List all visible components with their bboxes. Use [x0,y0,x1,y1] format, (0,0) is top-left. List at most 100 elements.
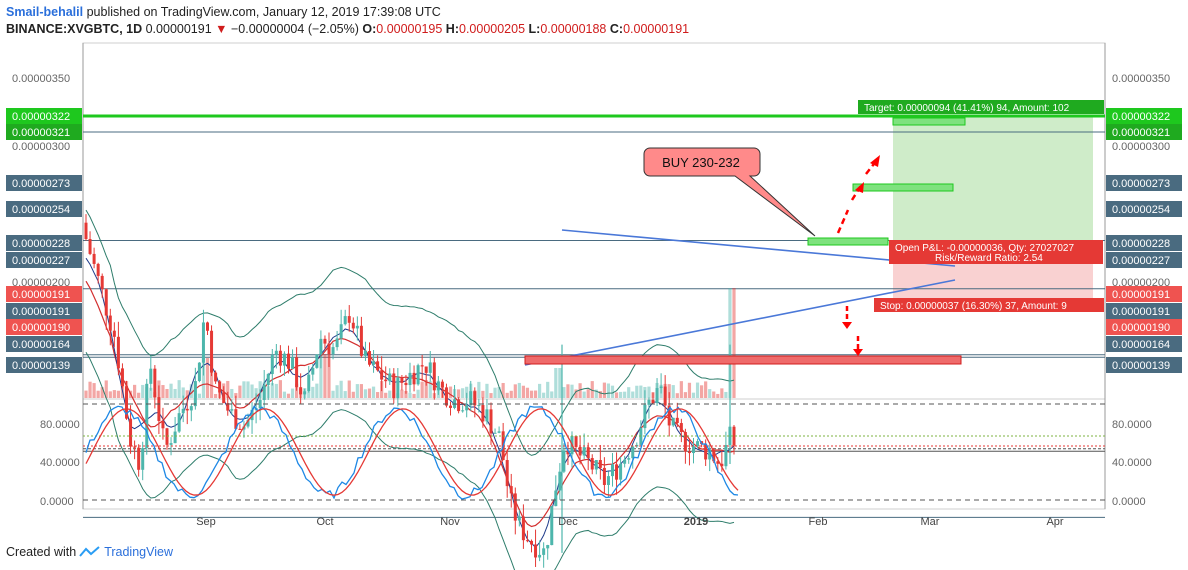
candle-body [287,353,290,369]
volume-bar [189,384,193,398]
candle-body [355,325,359,329]
target-label: Target: 0.00000094 (41.41%) 94, Amount: … [864,103,1070,114]
right-price-label: 0.00000191 [1112,306,1170,318]
target-box-2[interactable] [852,183,954,192]
buy-callout[interactable] [643,147,816,237]
candle-body [655,388,659,404]
target-box-3[interactable] [892,117,966,126]
down-arrows [845,306,860,350]
down-arrow-icon [853,349,863,356]
candle-body [578,446,582,456]
left-price-label-bg [6,303,82,319]
candle-body [469,391,473,406]
y-tick-label-left: 0.00000300 [12,141,70,153]
y-tick-label-right: 0.00000200 [1112,277,1170,289]
left-price-label-bg [6,336,82,352]
candle-body [546,545,550,549]
candle-body [323,338,327,344]
candle-body [461,410,465,412]
candle-body [627,458,631,460]
left-price-label: 0.00000191 [12,289,70,301]
volume-bar [732,288,736,398]
candle-body [145,383,149,449]
right-price-label: 0.00000254 [1112,204,1170,216]
volume-bar [339,380,343,398]
right-price-label: 0.00000190 [1112,322,1170,334]
candle-body [84,222,88,240]
left-price-label: 0.00000321 [12,127,70,139]
x-tick-label: Dec [558,516,578,528]
right-price-label: 0.00000322 [1112,111,1170,123]
stoch-k-line [85,405,739,500]
volume-bar [497,387,501,398]
volume-bar [554,368,558,398]
volume-bar [558,368,562,398]
candle-body [266,374,270,386]
volume-bar [270,383,274,398]
volume-bar [420,381,424,398]
candle-body [380,370,384,380]
support-box[interactable] [524,355,962,365]
volume-bar [205,358,210,398]
candle-body [590,458,594,470]
volume-bar [181,387,185,398]
candle-body [420,365,424,367]
target-box-1[interactable] [807,237,889,246]
candle-body [165,428,169,445]
candle-body [161,420,165,429]
left-price-label-bg [6,319,82,335]
footer: Created with TradingView [6,545,173,559]
author-link[interactable]: Smail-behalil [6,5,84,19]
candle-body [193,381,197,407]
candle-body [396,377,400,399]
candle-body [388,373,392,382]
volume-bar [169,383,173,398]
x-tick-label: Nov [440,516,460,528]
volume-bar [359,384,363,398]
candle-body [96,263,100,276]
candle-body [201,322,205,363]
left-price-label: 0.00000254 [12,204,70,216]
volume-bar [465,386,469,398]
candle-body [278,350,282,366]
volume-bar [84,390,88,398]
volume-bar [100,387,104,398]
volume-bar [424,380,428,398]
volume-bar [602,382,606,398]
right-price-label: 0.00000321 [1112,127,1170,139]
candle-body [675,417,679,424]
stoch-tick-right: 40.0000 [1112,457,1152,469]
buy-callout-text: BUY 230-232 [662,155,740,170]
symbol-info: BINANCE:XVGBTC, 1D 0.00000191 ▼ −0.00000… [6,22,689,36]
candle-body [376,361,380,371]
candle-body [687,451,691,454]
volume-bar [606,383,611,398]
up-arrow-icon [855,182,864,193]
candle-body [331,347,335,355]
volume-bar [533,390,538,398]
volume-bar [347,380,351,398]
candle-body [558,471,562,491]
volume-bar [165,388,169,398]
y-tick-label-left: 0.00000350 [12,73,70,85]
volume-bar [700,385,704,398]
down-arrow-icon: ▼ [215,22,228,36]
candle-body [449,405,452,408]
candle-body [594,460,598,470]
left-price-label: 0.00000139 [12,360,70,372]
lower-trendline[interactable] [524,279,956,366]
left-price-label-bg [6,175,82,191]
right-price-label-bg [1106,235,1182,251]
candle-body [724,444,728,467]
candle-body [270,354,274,375]
tradingview-brand[interactable]: TradingView [104,545,173,559]
volume-bar [315,383,319,398]
candle-body [384,379,388,382]
volume-bar [238,385,242,398]
created-with-text: Created with [6,545,77,559]
x-tick-label: Mar [921,516,940,528]
candle-body [623,459,627,464]
publish-info: Smail-behalil published on TradingView.c… [6,5,441,19]
volume-bar [493,387,497,398]
